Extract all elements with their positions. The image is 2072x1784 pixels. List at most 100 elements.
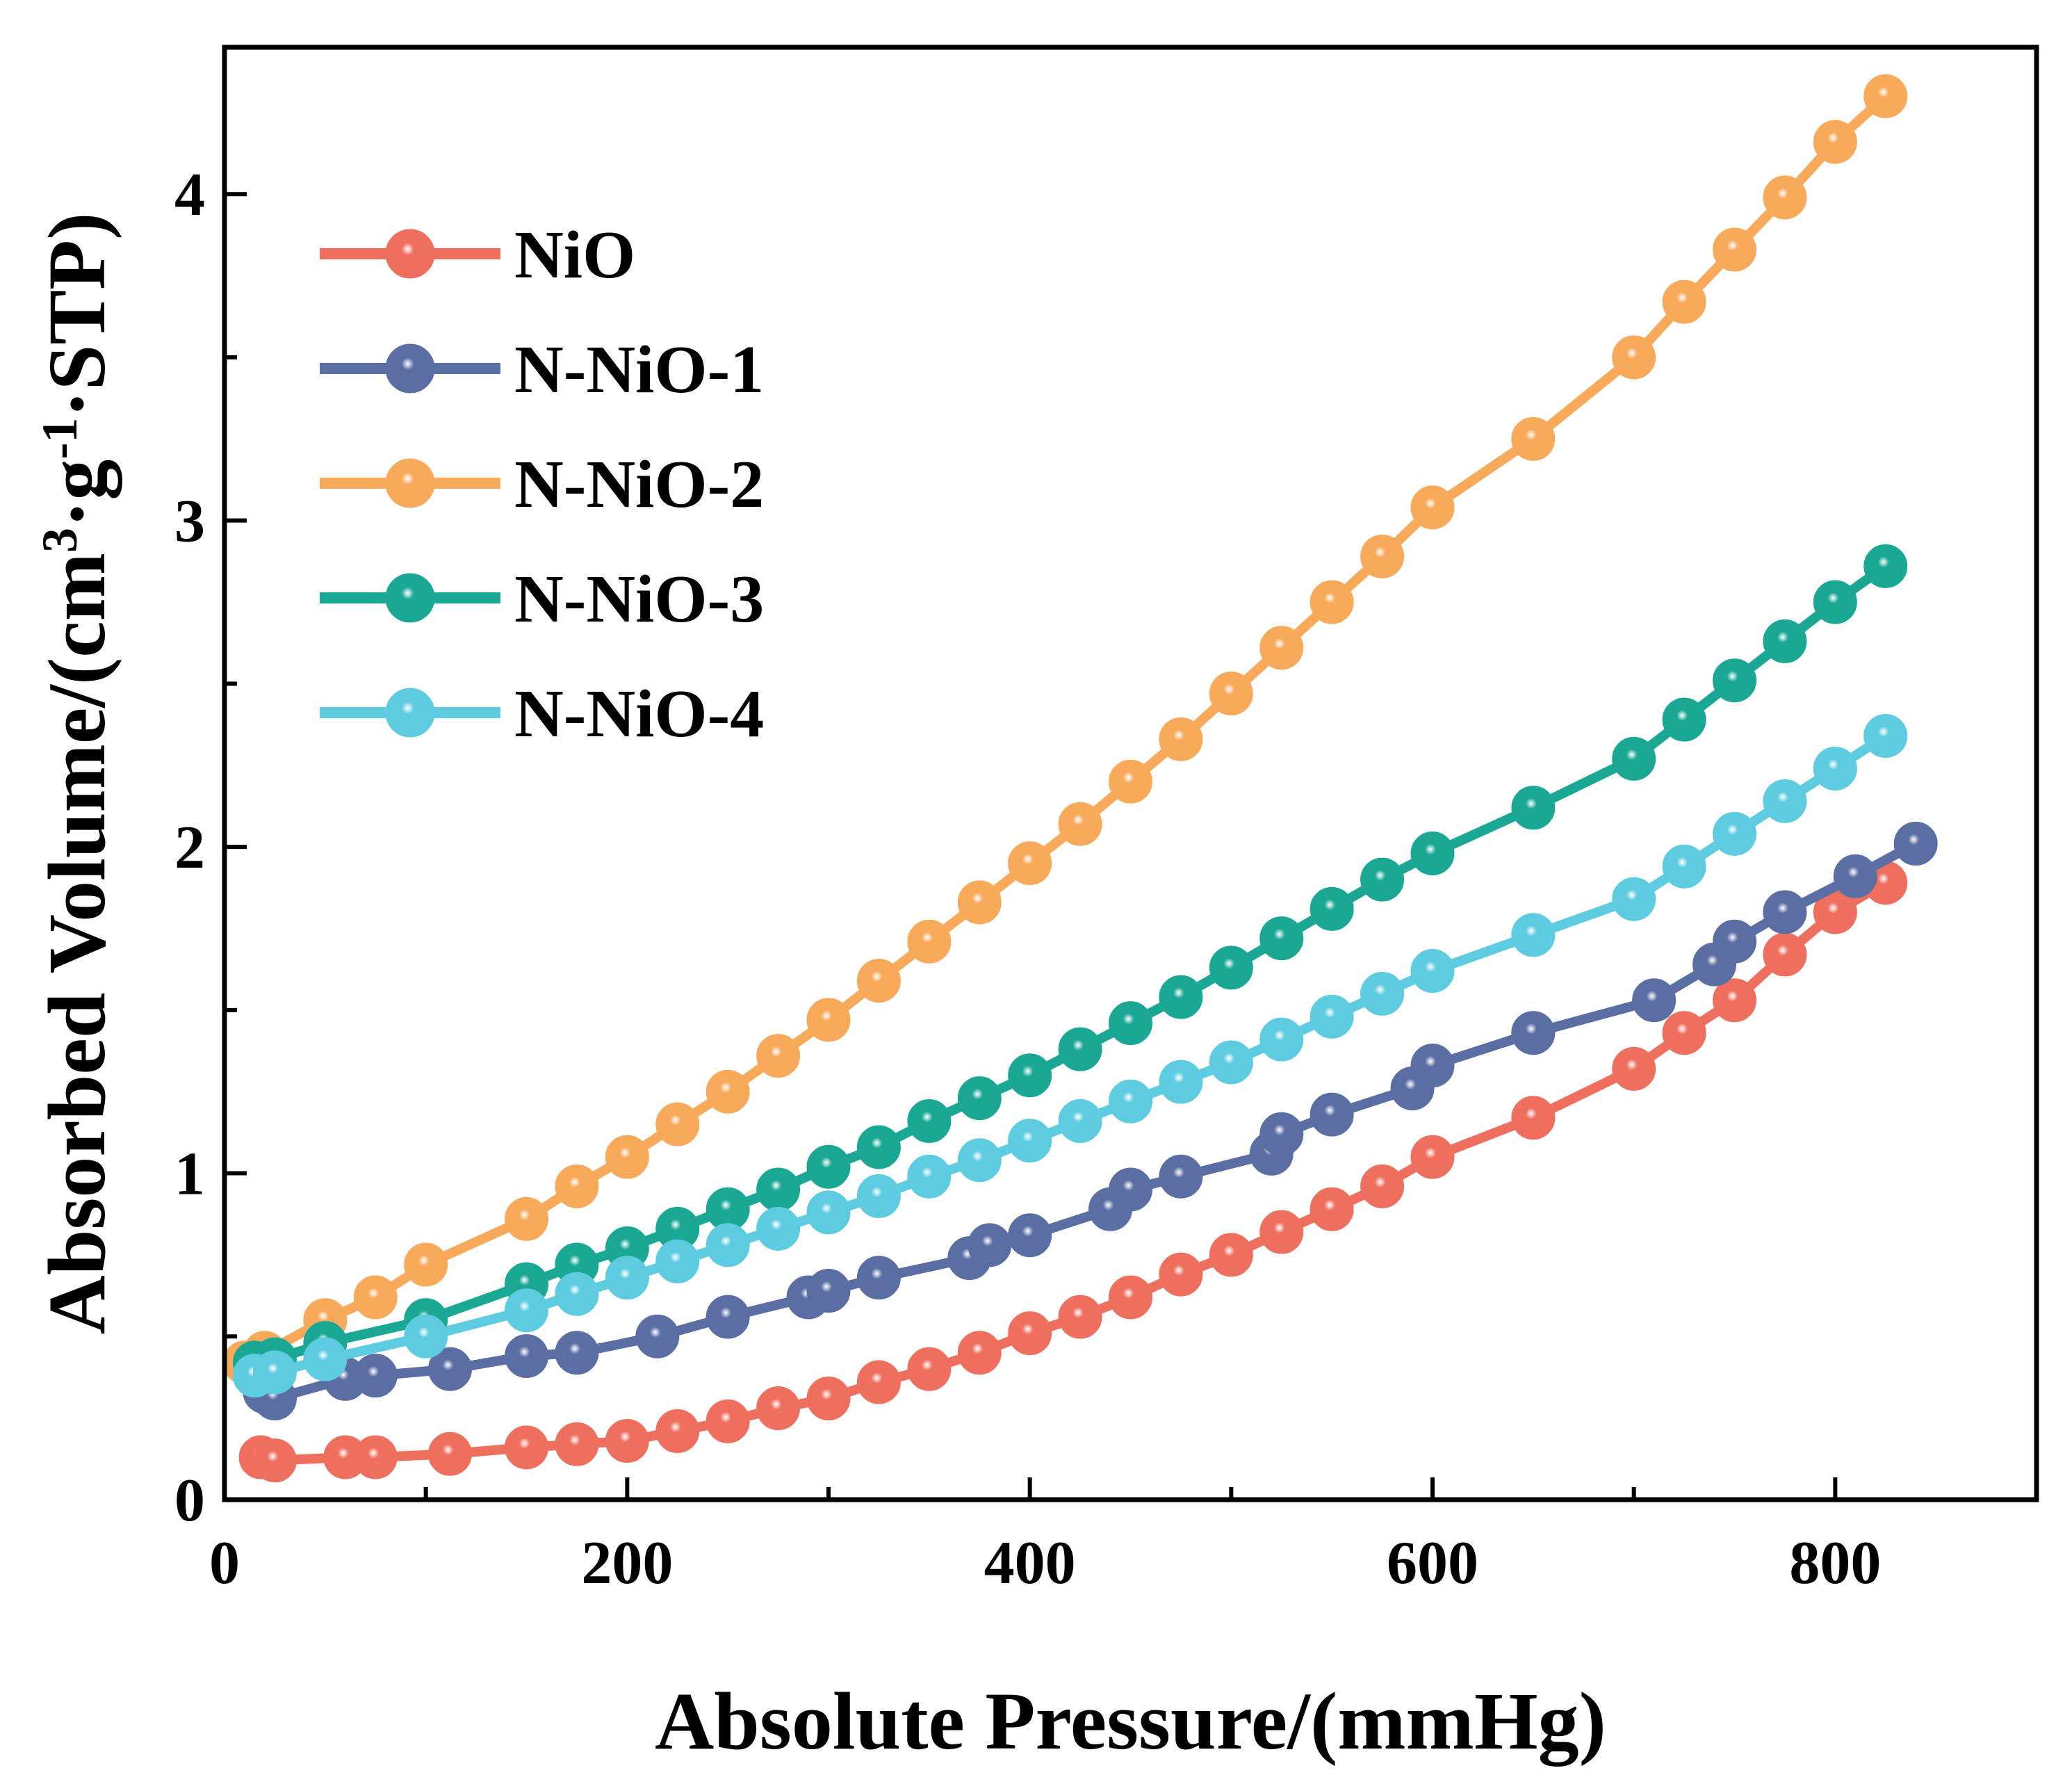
data-point (1863, 714, 1908, 759)
data-point (1209, 1233, 1253, 1277)
data-point (1008, 841, 1052, 886)
data-point (353, 1435, 398, 1479)
data-point (1410, 949, 1455, 994)
data-point (252, 1350, 297, 1395)
tick-labels: 0 200 400 600 800 0 1 2 3 4 (174, 161, 1881, 1597)
data-point (957, 1331, 1002, 1375)
data-point (1109, 1167, 1152, 1212)
data-point (1360, 1164, 1405, 1208)
data-point (1058, 1098, 1102, 1143)
legend-label: N-NiO-2 (514, 447, 764, 522)
data-point (605, 1256, 649, 1300)
data-point (756, 1206, 801, 1251)
y-axis-title-suffix: ·STP) (31, 213, 122, 418)
data-point (1159, 1154, 1203, 1199)
data-point (1008, 1311, 1052, 1356)
data-point (1310, 580, 1354, 624)
data-point (705, 1223, 750, 1267)
data-point (1713, 227, 1756, 272)
data-point (1763, 175, 1807, 220)
y-axis-title-sup1: 3 (32, 528, 88, 553)
y-tick-label: 0 (174, 1467, 205, 1534)
data-point (1259, 1017, 1304, 1062)
data-point (1159, 717, 1203, 761)
data-point (1159, 1252, 1203, 1297)
data-point (505, 1197, 548, 1241)
data-point (1632, 978, 1677, 1023)
data-point (1058, 1295, 1102, 1339)
y-axis-title: Absorbed Volume/(cm3·g-1·STP) (31, 213, 122, 1335)
data-point (404, 1314, 448, 1359)
data-point (907, 1154, 952, 1199)
data-point (907, 1347, 952, 1391)
legend-marker (385, 229, 435, 279)
data-point (1109, 1001, 1152, 1046)
data-point (1109, 1275, 1152, 1320)
data-point (806, 1144, 851, 1189)
data-point (427, 1347, 472, 1391)
data-point (756, 1167, 801, 1212)
data-point (856, 1256, 901, 1300)
data-point (427, 1432, 472, 1476)
data-point (1310, 994, 1354, 1039)
legend-label: N-NiO-3 (514, 562, 764, 637)
data-point (1109, 1079, 1152, 1124)
x-tick-label: 400 (984, 1530, 1076, 1597)
data-point (1008, 1213, 1052, 1258)
series-N-NiO-4 (232, 714, 1908, 1398)
data-point (1893, 821, 1938, 866)
data-point (505, 1425, 548, 1470)
data-point (957, 880, 1002, 925)
data-point (856, 1125, 901, 1169)
legend-label: N-NiO-4 (514, 676, 764, 752)
data-point (856, 1360, 901, 1404)
data-point (1763, 779, 1807, 823)
data-point (1863, 544, 1908, 588)
data-point (756, 1386, 801, 1431)
data-point (1813, 120, 1857, 164)
data-point (1008, 1053, 1052, 1098)
data-point (505, 1288, 548, 1333)
data-point (353, 1354, 398, 1398)
data-point (1763, 890, 1807, 934)
y-tick-label: 4 (174, 161, 205, 229)
series-N-NiO-1 (243, 821, 1938, 1420)
data-point (555, 1422, 599, 1466)
data-point (856, 959, 901, 1003)
data-point (1360, 857, 1405, 902)
data-point (1511, 1011, 1556, 1055)
data-point (1360, 534, 1405, 578)
x-tick-label: 800 (1789, 1530, 1881, 1597)
data-point (1259, 626, 1304, 670)
x-axis-title: Absolute Pressure/(mmHg) (655, 1676, 1606, 1767)
x-tick-label: 0 (209, 1530, 240, 1597)
data-point (655, 1239, 700, 1283)
data-point (1410, 485, 1455, 530)
legend-marker (385, 573, 435, 623)
data-point (1511, 1096, 1556, 1140)
data-point (1713, 919, 1756, 964)
data-point (1310, 886, 1354, 931)
data-point (1763, 619, 1807, 663)
data-point (1612, 736, 1656, 781)
data-point (635, 1314, 680, 1359)
data-point (1662, 844, 1706, 889)
y-axis-title-sup2: -1 (32, 418, 88, 460)
data-point (555, 1272, 599, 1316)
data-point (1863, 74, 1908, 118)
data-point (1713, 978, 1756, 1023)
data-point (404, 1242, 448, 1287)
data-point (1360, 971, 1405, 1016)
data-point (505, 1333, 548, 1378)
data-point (957, 1138, 1002, 1183)
data-point (303, 1337, 348, 1381)
data-point (1410, 1044, 1455, 1088)
series-layer (222, 74, 1938, 1483)
legend-label: N-NiO-1 (514, 332, 764, 407)
series-N-NiO-2 (222, 74, 1908, 1385)
legend-item: N-NiO-1 (320, 332, 764, 407)
data-point (1713, 811, 1756, 856)
y-axis-title-mid: ·g (31, 460, 122, 528)
legend-marker (385, 688, 435, 738)
